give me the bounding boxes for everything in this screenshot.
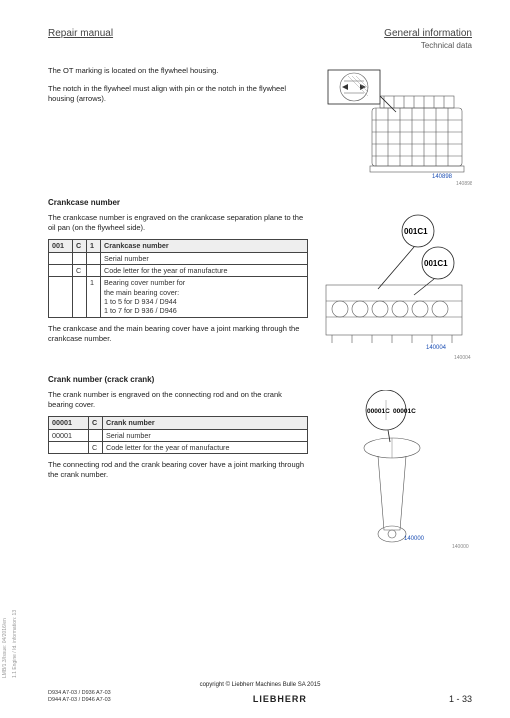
svg-text:140898: 140898 — [456, 181, 472, 186]
sec2-heading: Crankcase number — [48, 198, 472, 207]
page-number: 1 - 33 — [449, 694, 472, 704]
svg-text:001C1: 001C1 — [404, 227, 428, 236]
sec1-para2: The notch in the flywheel must align wit… — [48, 84, 312, 104]
side-text-a: LMB/1.3/Issue: 04/2016/en — [2, 618, 8, 678]
sec3-para2: The connecting rod and the crank bearing… — [48, 460, 308, 480]
header-sub: Technical data — [48, 41, 472, 50]
svg-text:140004: 140004 — [454, 355, 471, 361]
svg-text:140000: 140000 — [404, 536, 425, 542]
crankcase-diagram: 001C1 001C1 140004 140004 — [318, 213, 473, 363]
crank-table: 00001 C Crank number 00001Serial number … — [48, 416, 308, 454]
svg-text:00001C: 00001C — [393, 408, 416, 415]
svg-text:140000: 140000 — [452, 544, 469, 550]
sec3-para1: The crank number is engraved on the conn… — [48, 390, 308, 410]
crankcase-table: 001 C 1 Crankcase number Serial number C… — [48, 239, 308, 318]
svg-text:140004: 140004 — [426, 345, 447, 351]
svg-text:00001C: 00001C — [367, 408, 390, 415]
side-text-b: 1.1 Engine / Id. information: 13 — [12, 610, 18, 678]
header-right: General information — [384, 28, 472, 39]
header-left: Repair manual — [48, 28, 113, 39]
sec2-para2: The crankcase and the main bearing cover… — [48, 324, 308, 344]
flywheel-housing-diagram: 140898 140898 — [322, 66, 472, 186]
crank-diagram: 00001C 00001C 140000 140000 — [318, 390, 473, 550]
footer-models: D934 A7-03 / D936 A7-03 D944 A7-03 / D94… — [48, 690, 111, 704]
svg-text:140898: 140898 — [432, 174, 453, 180]
sec3-heading: Crank number (crack crank) — [48, 375, 472, 384]
svg-text:001C1: 001C1 — [424, 259, 448, 268]
copyright-text: copyright © Liebherr Machines Bulle SA 2… — [48, 682, 472, 688]
sec2-para1: The crankcase number is engraved on the … — [48, 213, 308, 233]
footer-brand: LIEBHERR — [253, 694, 307, 704]
sec1-para1: The OT marking is located on the flywhee… — [48, 66, 312, 76]
